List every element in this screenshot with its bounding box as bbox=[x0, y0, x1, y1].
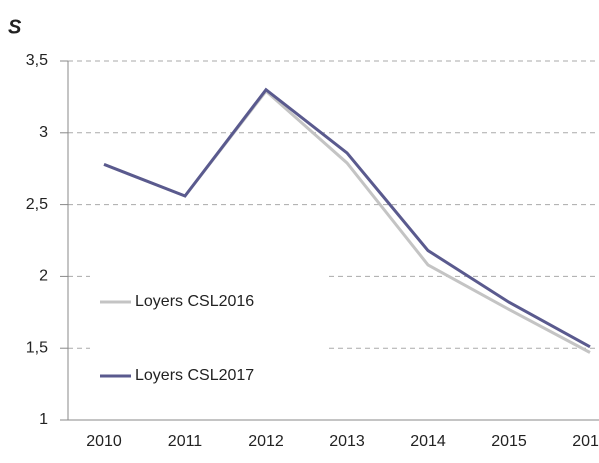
legend-background bbox=[90, 270, 325, 405]
y-tick-label: 1,5 bbox=[26, 339, 48, 356]
y-tick-label: 2,5 bbox=[26, 196, 48, 213]
x-tick-label: 2014 bbox=[410, 433, 446, 450]
legend-label: Loyers CSL2016 bbox=[135, 293, 254, 310]
x-tick-label: 2015 bbox=[491, 433, 527, 450]
legend-label: Loyers CSL2017 bbox=[135, 367, 254, 384]
x-tick-label: 2013 bbox=[329, 433, 365, 450]
y-tick-label: 3 bbox=[39, 124, 48, 141]
x-tick-label: 2011 bbox=[168, 433, 203, 450]
x-tick-label: 2012 bbox=[248, 433, 284, 450]
x-tick-label: 2010 bbox=[86, 433, 122, 450]
chart-title: S bbox=[8, 16, 22, 38]
y-tick-label: 3,5 bbox=[26, 52, 48, 69]
y-tick-label: 1 bbox=[39, 411, 48, 428]
y-tick-label: 2 bbox=[39, 268, 48, 285]
series-line bbox=[103, 87, 591, 349]
x-tick-label: 2016 bbox=[572, 433, 599, 450]
